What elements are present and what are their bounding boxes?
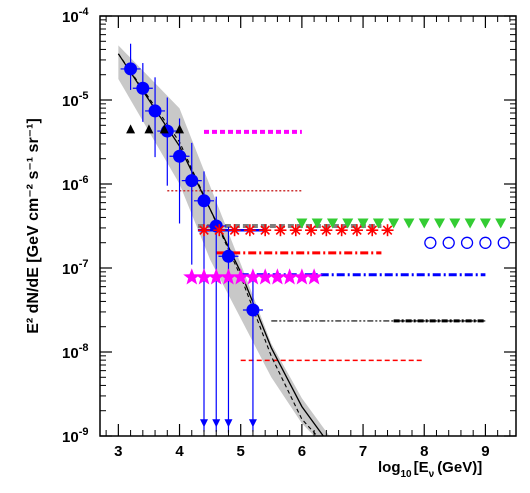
- data-point-0: [120, 43, 141, 90]
- marker-star-6: [256, 268, 274, 285]
- y-tick-label--9: 10-9: [62, 426, 88, 446]
- marker-asterisk-6: [289, 224, 302, 237]
- axis-labels: E² dN/dE [GeV cm⁻² s⁻¹ sr⁻¹] log10 [Eν (Ge…: [25, 118, 482, 480]
- marker-asterisk-0: [198, 224, 210, 237]
- marker-asterisk-10: [350, 224, 363, 237]
- y-axis-label: E² dN/dE [GeV cm⁻² s⁻¹ sr⁻¹]: [25, 118, 42, 334]
- marker-star-9: [293, 268, 311, 285]
- marker-triangle-up-1: [144, 124, 154, 134]
- marker-triangle-up-0: [126, 124, 136, 134]
- y-tick-label--7: 10-7: [62, 258, 88, 278]
- marker-triangle-down-2: [326, 218, 338, 229]
- marker-open-circle-0: [424, 236, 437, 249]
- marker-circle-5: [185, 174, 199, 188]
- marker-asterisk-2: [228, 224, 241, 237]
- uncertainty-band: [118, 45, 330, 437]
- marker-asterisk-11: [366, 224, 379, 237]
- marker-star-3: [219, 268, 237, 285]
- x-axis-label: log10 [Eν (GeV)]: [378, 459, 482, 480]
- marker-star-2: [207, 268, 225, 285]
- marker-star-4: [232, 268, 250, 285]
- marker-circle-8: [221, 249, 235, 263]
- marker-star-1: [195, 268, 213, 285]
- y-tick-label--4: 10-4: [62, 6, 89, 26]
- marker-circle-4: [173, 149, 187, 163]
- marker-circle-2: [148, 104, 162, 118]
- data-point-1: [132, 63, 153, 122]
- axis-ticks: 3 4 5 6 7 8 9 10-4 10-5 10-6 10-7 10-8 10-9: [62, 6, 516, 460]
- marker-circle-1: [136, 81, 150, 95]
- x-tick-label-5: 5: [237, 443, 245, 460]
- marker-asterisk-12: [381, 224, 394, 237]
- marker-circle-6: [197, 194, 211, 208]
- marker-star-0: [183, 268, 201, 285]
- data-point-5: [181, 142, 202, 265]
- marker-asterisk-3: [243, 224, 256, 237]
- marker-triangle-down-12: [479, 218, 491, 229]
- marker-triangle-down-0: [296, 218, 308, 229]
- marker-triangle-down-1: [311, 218, 323, 229]
- marker-open-circle-2: [460, 236, 474, 249]
- x-axis-label-unit: (GeV)]: [437, 459, 482, 476]
- y-tick-label--5: 10-5: [62, 90, 88, 110]
- x-tick-label-7: 7: [359, 443, 367, 460]
- marker-asterisk-8: [320, 224, 333, 237]
- marker-asterisk-9: [335, 224, 348, 237]
- marker-triangle-down-3: [342, 218, 354, 229]
- marker-triangle-down-9: [434, 218, 446, 229]
- data-point-2: [145, 77, 166, 158]
- x-tick-label-4: 4: [175, 443, 184, 460]
- x-axis-label-e: [E: [414, 459, 429, 476]
- marker-star-10: [305, 268, 323, 285]
- marker-circle-9: [246, 303, 260, 317]
- marker-triangle-down-8: [418, 218, 430, 229]
- x-axis-label-log: log: [378, 459, 401, 476]
- x-tick-label-3: 3: [114, 443, 122, 460]
- marker-asterisk-5: [274, 224, 287, 237]
- data-point-4: [169, 118, 190, 224]
- marker-open-circle-3: [479, 236, 492, 249]
- x-tick-label-6: 6: [298, 443, 306, 460]
- marker-triangle-down-5: [372, 218, 384, 229]
- data-point-8: [218, 226, 239, 433]
- marker-triangle-down-6: [388, 218, 400, 229]
- y-tick-label--6: 10-6: [62, 174, 88, 194]
- marker-asterisk-4: [259, 224, 272, 237]
- marker-triangle-down-11: [464, 218, 476, 229]
- marker-triangle-down-13: [495, 218, 507, 229]
- marker-triangle-down-7: [403, 218, 415, 229]
- data-point-6: [194, 171, 214, 432]
- limit-lines: [167, 129, 486, 362]
- marker-star-7: [268, 268, 286, 285]
- marker-open-circle-1: [442, 236, 455, 249]
- x-axis-label-nu: ν: [429, 469, 435, 480]
- error-band: [118, 45, 330, 437]
- fit-line-dashed: [117, 53, 318, 437]
- marker-asterisk-7: [305, 224, 318, 237]
- marker-triangle-down-10: [449, 218, 461, 229]
- data-markers: [120, 43, 510, 433]
- upper-limit-arrow-7: [212, 419, 221, 428]
- upper-limit-arrow-9: [248, 419, 257, 428]
- marker-triangle-up-2: [159, 124, 169, 134]
- marker-triangle-up-3: [175, 124, 185, 134]
- marker-star-8: [281, 268, 299, 285]
- marker-open-circle-4: [497, 236, 510, 249]
- upper-limit-arrow-6: [200, 419, 208, 428]
- marker-asterisk-1: [213, 224, 226, 237]
- data-point-9: [242, 272, 263, 432]
- marker-star-5: [244, 268, 262, 285]
- y-tick-label--8: 10-8: [62, 342, 88, 362]
- plot-frame: [99, 15, 517, 437]
- marker-circle-0: [124, 62, 138, 76]
- marker-triangle-down-4: [357, 218, 369, 229]
- x-tick-label-9: 9: [481, 443, 489, 460]
- x-tick-label-8: 8: [420, 443, 428, 460]
- upper-limit-arrow-8: [224, 419, 233, 428]
- x-axis-label-sub: 10: [401, 469, 413, 480]
